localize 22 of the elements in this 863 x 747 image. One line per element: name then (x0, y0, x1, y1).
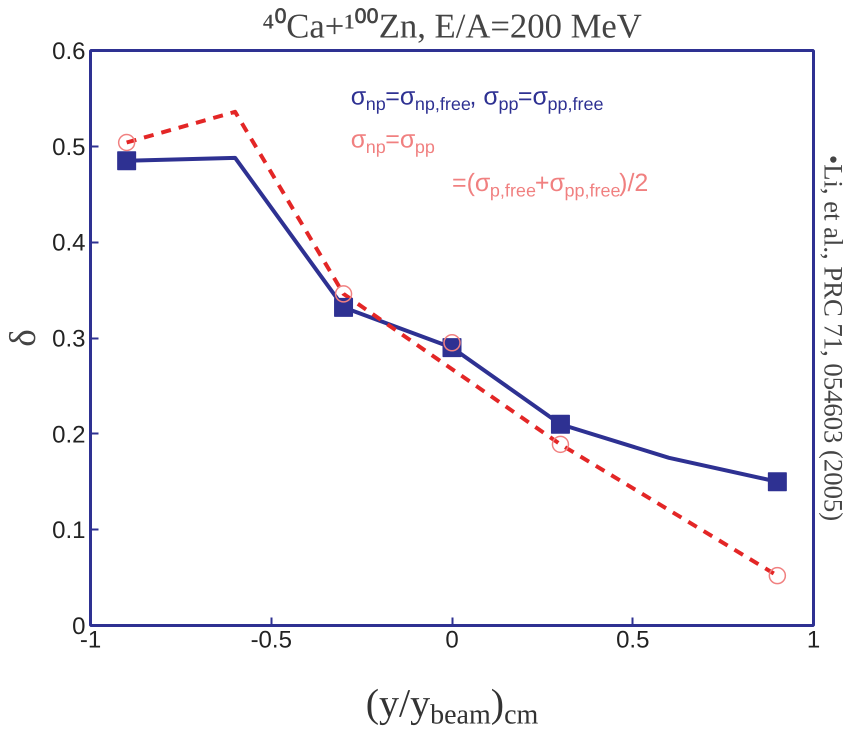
point (118, 134, 136, 152)
point (334, 285, 352, 303)
y-tick-label: 0.1 (52, 517, 86, 544)
point (552, 436, 570, 454)
point (768, 472, 787, 492)
x-tick-label: 0 (445, 626, 459, 654)
point (334, 298, 354, 317)
text: •Li, et al., PRC 71, 054603 (2005) (818, 154, 848, 522)
y-tick-label: 0.4 (52, 230, 86, 257)
y-tick-label: 0.5 (52, 134, 86, 161)
x-tick-label: 0.5 (616, 626, 650, 654)
x-tick-label: -0.5 (250, 626, 292, 654)
y-tick-label: 0.2 (52, 421, 86, 448)
point (117, 151, 136, 170)
point (768, 566, 786, 584)
y-tick-label: 0.6 (52, 38, 86, 65)
point (550, 414, 570, 434)
y-axis-title: δ (3, 329, 44, 347)
chart-title: ⁴⁰Ca+¹⁰⁰Zn, E/A=200 MeV (262, 8, 642, 46)
x-tick-label: 1 (806, 626, 820, 654)
point (443, 334, 461, 352)
y-tick-label: 0.3 (52, 326, 86, 352)
